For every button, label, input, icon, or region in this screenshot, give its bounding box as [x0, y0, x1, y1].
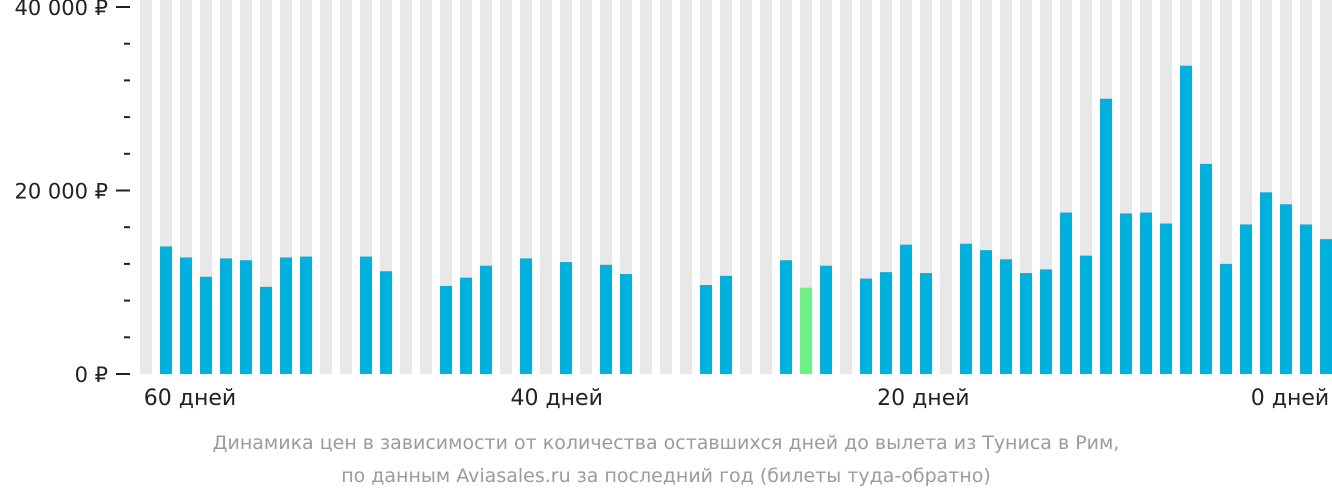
background-stripe	[580, 0, 592, 374]
background-stripe	[340, 0, 352, 374]
x-tick-label: 40 дней	[510, 386, 602, 411]
bar	[720, 275, 732, 374]
background-stripe	[760, 0, 772, 374]
bar	[1060, 212, 1072, 374]
bar	[1240, 224, 1252, 374]
bar	[520, 258, 532, 374]
bar	[1080, 255, 1092, 374]
bar	[920, 273, 932, 374]
background-stripe	[800, 0, 812, 374]
bar	[240, 260, 252, 374]
bar	[1320, 239, 1332, 374]
background-stripe	[840, 0, 852, 374]
bar	[460, 277, 472, 374]
price-dynamics-chart: 0 ₽ 20 000 ₽ 40 000 ₽ 60 дней 40 дней 20 дне…	[14, 0, 1332, 411]
background-stripe	[660, 0, 672, 374]
bar	[1300, 224, 1312, 374]
background-stripe	[680, 0, 692, 374]
background-stripe	[940, 0, 952, 374]
price-bars	[160, 65, 1332, 374]
bar	[980, 250, 992, 374]
bar	[1200, 163, 1212, 374]
background-stripe	[260, 0, 272, 374]
bar	[1000, 259, 1012, 374]
background-stripe	[500, 0, 512, 374]
bar	[1260, 192, 1272, 374]
bar	[880, 272, 892, 374]
background-stripe	[740, 0, 752, 374]
background-stripe	[140, 0, 152, 374]
bar	[1140, 212, 1152, 374]
background-stripes	[140, 0, 1332, 374]
y-tick-label: 0 ₽	[75, 363, 108, 387]
bar	[300, 256, 312, 374]
bar	[900, 244, 912, 374]
bar	[380, 271, 392, 374]
background-stripe	[440, 0, 452, 374]
background-stripe	[420, 0, 432, 374]
bar	[180, 257, 192, 374]
x-tick-label: 20 дней	[877, 386, 969, 411]
background-stripe	[640, 0, 652, 374]
bar	[780, 260, 792, 374]
bar	[1160, 223, 1172, 374]
bar	[1120, 213, 1132, 374]
bar	[1220, 263, 1232, 374]
bar	[600, 264, 612, 374]
bar	[860, 278, 872, 374]
bar	[220, 258, 232, 374]
bar	[280, 257, 292, 374]
x-axis: 60 дней 40 дней 20 дней 0 дней	[144, 386, 1329, 411]
bar	[480, 265, 492, 374]
bar	[620, 273, 632, 374]
bar	[560, 262, 572, 374]
bar	[820, 265, 832, 374]
bar	[1280, 204, 1292, 374]
x-tick-label: 60 дней	[144, 386, 236, 411]
background-stripe	[400, 0, 412, 374]
bar	[160, 246, 172, 374]
background-stripe	[540, 0, 552, 374]
bar	[960, 243, 972, 374]
bar	[700, 285, 712, 374]
bar	[440, 285, 452, 374]
bar	[1100, 98, 1112, 374]
background-stripe	[320, 0, 332, 374]
bar	[1040, 269, 1052, 374]
chart-caption-line2: по данным Aviasales.ru за последний год …	[341, 465, 991, 487]
bar	[1180, 65, 1192, 374]
bar	[200, 276, 212, 374]
background-stripe	[700, 0, 712, 374]
bar	[1020, 273, 1032, 374]
y-axis: 0 ₽ 20 000 ₽ 40 000 ₽	[14, 0, 130, 387]
bar-highlight	[800, 287, 812, 374]
y-tick-label: 20 000 ₽	[14, 180, 108, 204]
x-tick-label: 0 дней	[1251, 386, 1329, 411]
chart-caption-line1: Динамика цен в зависимости от количества…	[212, 432, 1120, 454]
y-tick-label: 40 000 ₽	[14, 0, 108, 20]
bar	[360, 256, 372, 374]
bar	[260, 286, 272, 374]
